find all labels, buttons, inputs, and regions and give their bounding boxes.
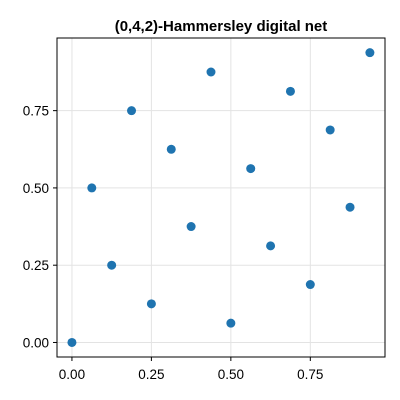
data-point	[325, 125, 335, 135]
data-point	[285, 86, 295, 96]
data-point	[166, 144, 176, 154]
data-point	[107, 260, 117, 270]
x-tick-label: 0.25	[138, 367, 164, 382]
x-tick-labels: 0.00 0.25 0.50 0.75	[59, 367, 324, 382]
data-point	[146, 299, 156, 309]
axis-ticks	[53, 110, 311, 361]
y-tick-label: 0.00	[23, 335, 49, 350]
data-point	[127, 106, 137, 116]
chart-title: (0,4,2)-Hammersley digital net	[115, 18, 328, 35]
data-point	[186, 222, 196, 232]
x-tick-label: 0.00	[59, 367, 85, 382]
data-point	[87, 183, 97, 193]
y-tick-label: 0.25	[23, 258, 49, 273]
data-point	[305, 280, 315, 290]
data-point	[226, 318, 236, 328]
data-point	[206, 67, 216, 77]
grid-lines	[57, 38, 385, 357]
data-point	[345, 202, 355, 212]
x-tick-label: 0.50	[218, 367, 244, 382]
data-point	[67, 337, 77, 347]
y-tick-labels: 0.00 0.25 0.50 0.75	[23, 104, 49, 351]
data-point	[365, 48, 375, 58]
data-points	[67, 48, 375, 347]
data-point	[246, 164, 256, 174]
plot-frame	[56, 37, 386, 358]
y-tick-label: 0.75	[23, 104, 49, 119]
data-point	[266, 241, 276, 251]
x-tick-label: 0.75	[297, 367, 323, 382]
y-tick-label: 0.50	[23, 181, 49, 196]
